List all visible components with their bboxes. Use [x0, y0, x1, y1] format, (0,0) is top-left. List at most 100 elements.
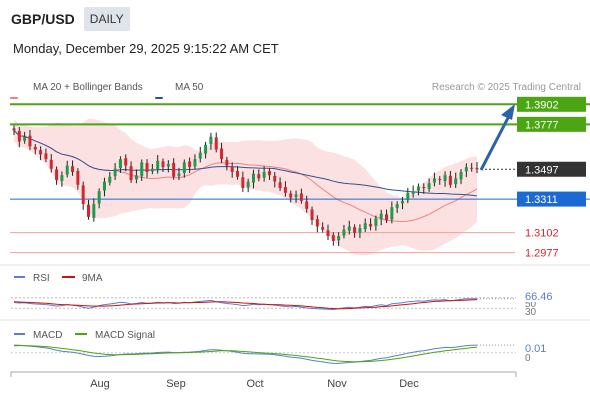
candle-body [97, 191, 101, 204]
resistance-tag-1: 1.3777 [525, 119, 559, 131]
macd-legend-label: MACD [33, 330, 62, 341]
candle-body [39, 150, 43, 155]
x-label-sep: Sep [166, 378, 186, 390]
candle-body [65, 165, 69, 175]
candle-body [44, 153, 48, 160]
ma50-line [13, 129, 478, 197]
candle-body [60, 175, 64, 181]
candle-body [108, 176, 112, 183]
candle-body [299, 193, 303, 201]
rsi-line [13, 298, 478, 311]
macd-tick-0: 0 [525, 353, 531, 364]
candle-body [87, 204, 91, 217]
candle-body [475, 167, 479, 170]
rsi-panel: RSI 9MA 70 50 30 66.46 [11, 273, 562, 318]
rsi-ma-legend-swatch [62, 276, 75, 278]
rsi-ma-legend-label: 9MA [82, 273, 103, 284]
candle-body [427, 183, 431, 189]
candle-body [118, 159, 122, 169]
macd-signal-legend-label: MACD Signal [95, 330, 155, 341]
last-price-tag: 1.3497 [525, 164, 559, 176]
candle-body [289, 193, 293, 198]
candle-body [33, 146, 37, 150]
candle-body [49, 159, 53, 169]
price-panel: MA 20 + Bollinger Bands MA 50 Research ©… [10, 82, 590, 260]
ma50-legend-swatch [155, 97, 163, 99]
resistance-tag-1-bg [517, 116, 586, 132]
candle-body [150, 168, 154, 172]
pivot-tag: 1.3311 [525, 194, 558, 206]
candle-body [379, 213, 383, 220]
candle-body [416, 186, 420, 191]
candle-body [12, 128, 16, 131]
support-tag-2: 1.2977 [525, 248, 559, 260]
candle-body [310, 209, 314, 221]
macd-value-label: 0.01 [525, 343, 546, 355]
ma20-legend-swatch [10, 97, 18, 99]
candle-body [331, 235, 335, 241]
candle-body [369, 223, 373, 227]
candle-body [246, 181, 250, 188]
datetime-label: Monday, December 29, 2025 9:15:22 AM CET [13, 41, 279, 56]
candle-body [81, 185, 85, 205]
last-price-tag-bg [517, 161, 586, 177]
candle-body [283, 187, 287, 193]
candle-body [241, 177, 245, 189]
candle-body [358, 228, 362, 233]
trend-arrow-shaft [479, 115, 511, 171]
macd-panel: MACD MACD Signal 0 0.01 [11, 330, 546, 364]
candle-body [438, 179, 442, 181]
candle-body [454, 178, 458, 185]
candle-body [337, 236, 341, 241]
candle-body [353, 227, 357, 233]
candle-body [230, 166, 234, 172]
candles-group [12, 125, 479, 247]
candle-body [422, 187, 426, 189]
macd-legend-swatch [14, 333, 25, 335]
candle-body [326, 230, 330, 237]
candle-body [182, 162, 186, 173]
candle-body [220, 148, 224, 160]
rsi-legend-label: RSI [33, 273, 50, 284]
candle-body [374, 218, 378, 226]
timeframe-badge[interactable]: DAILY [83, 7, 130, 31]
candle-body [385, 214, 389, 221]
candle-body [470, 167, 474, 169]
candle-body [140, 162, 144, 177]
candle-body [172, 163, 176, 177]
x-label-aug: Aug [90, 378, 110, 390]
candle-body [17, 130, 21, 142]
rsi-value-label: 66.46 [525, 291, 553, 303]
macd-signal-legend-swatch [75, 333, 87, 335]
trend-arrow-head [501, 104, 515, 120]
symbol-label: GBP/USD [11, 11, 75, 27]
candle-body [342, 229, 346, 236]
candle-body [400, 200, 404, 204]
candle-body [177, 173, 181, 177]
ma50-legend-label: MA 50 [175, 82, 204, 93]
candle-body [267, 171, 271, 176]
candle-body [411, 191, 415, 194]
candle-body [347, 226, 351, 231]
candle-body [23, 136, 27, 141]
candle-body [432, 178, 436, 183]
x-label-nov: Nov [327, 378, 347, 390]
level-tags-group: 1.3902 1.3777 1.3497 1.3311 1.3102 1.297… [517, 96, 586, 260]
ma20-legend-label: MA 20 + Bollinger Bands [33, 82, 143, 93]
candle-body [443, 175, 447, 181]
candle-body [145, 163, 149, 172]
copyright-label: Research © 2025 Trading Central [432, 82, 581, 93]
candle-body [321, 227, 325, 230]
pivot-tag-bg [517, 191, 586, 207]
candle-body [363, 223, 367, 230]
trend-arrow [479, 104, 515, 171]
x-label-oct: Oct [246, 378, 263, 390]
candle-body [156, 160, 160, 170]
resistance-tag-2: 1.3902 [525, 99, 559, 111]
candle-body [236, 171, 240, 177]
candle-body [188, 161, 192, 168]
candle-body [193, 159, 197, 167]
candle-body [278, 182, 282, 189]
candle-body [406, 192, 410, 201]
